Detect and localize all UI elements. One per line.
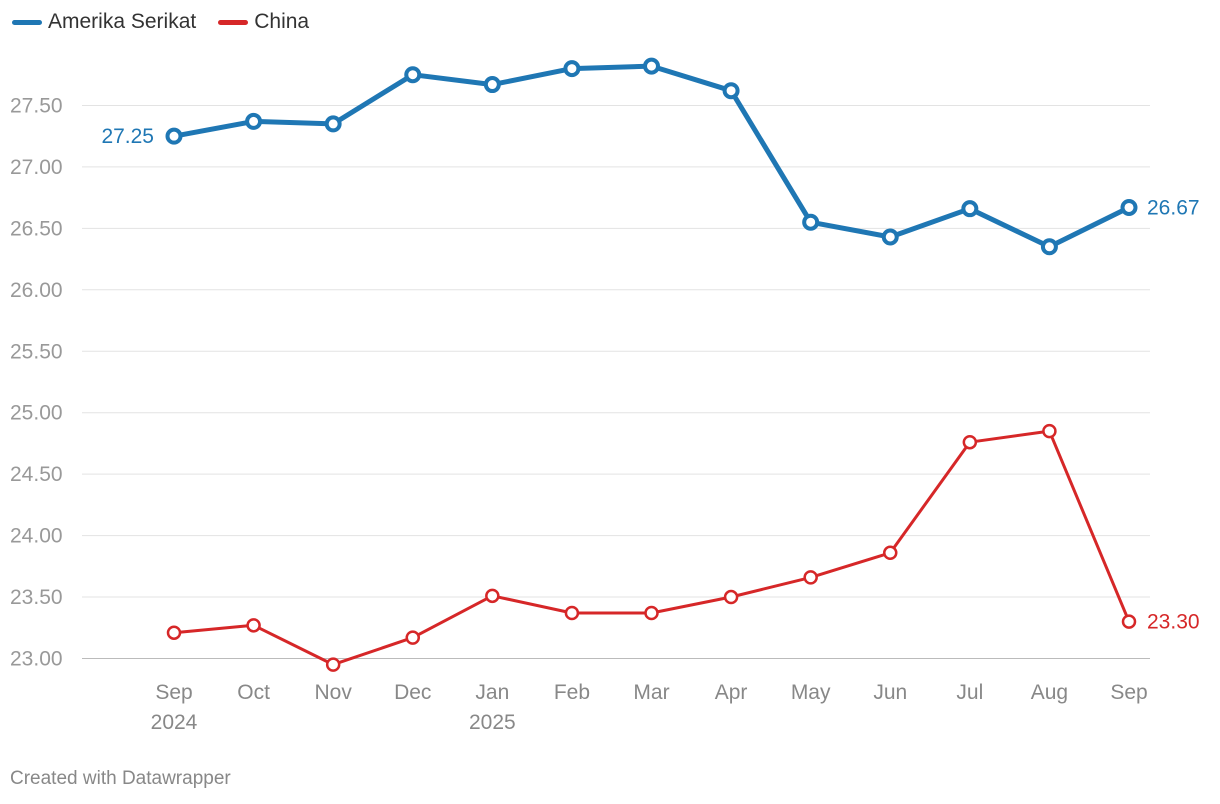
- series-line-amerika-serikat: [171, 63, 1132, 250]
- series-line-china: [172, 429, 1131, 667]
- x-tick-label: Jun: [873, 681, 907, 704]
- legend-item-amerika-serikat: Amerika Serikat: [12, 10, 196, 34]
- x-tick-label: Apr: [715, 681, 748, 704]
- x-tick-label: Sep: [155, 681, 192, 704]
- data-point-china: [723, 589, 739, 605]
- data-point-china: [246, 618, 261, 633]
- start-value-label-amerika-serikat: 27.25: [101, 125, 154, 148]
- data-point-china: [1042, 423, 1057, 439]
- y-tick-label: 25.00: [10, 402, 63, 425]
- x-tick-label: Nov: [314, 681, 352, 704]
- data-point-amerika-serikat: [961, 200, 979, 218]
- legend-label-china: China: [254, 10, 310, 33]
- data-point-china: [325, 657, 341, 672]
- data-point-china: [485, 588, 500, 604]
- y-tick-label: 23.00: [10, 648, 63, 671]
- line-chart: 23.00 23.50 24.00 24.50 25.00 25.50 26.00 26.50…: [10, 57, 1200, 734]
- data-point-amerika-serikat: [1040, 238, 1058, 256]
- end-value-label-amerika-serikat: 26.67: [1147, 196, 1200, 219]
- data-point-amerika-serikat: [483, 76, 501, 94]
- y-tick-label: 25.50: [10, 340, 63, 363]
- data-point-china: [644, 605, 659, 621]
- data-point-china: [166, 625, 182, 640]
- legend-label-amerika-serikat: Amerika Serikat: [48, 10, 197, 33]
- legend-swatch-china: [218, 19, 249, 25]
- data-point-china: [1121, 614, 1137, 629]
- x-tick-label: Sep: [1110, 681, 1147, 704]
- x-tick-label: Jan: [475, 681, 509, 704]
- data-point-amerika-serikat: [643, 57, 660, 75]
- data-point-china: [883, 545, 898, 561]
- data-point-amerika-serikat: [1120, 198, 1138, 216]
- x-tick-label: Oct: [237, 681, 270, 704]
- legend-item-china: China: [218, 10, 309, 34]
- x-year-label: 2025: [469, 711, 516, 734]
- end-value-label-china: 23.30: [1147, 611, 1200, 634]
- data-point-amerika-serikat: [324, 115, 342, 133]
- y-tick-label: 27.00: [10, 156, 63, 179]
- data-point-amerika-serikat: [404, 66, 422, 84]
- y-tick-label: 26.50: [10, 217, 63, 240]
- data-point-amerika-serikat: [563, 60, 581, 78]
- data-point-amerika-serikat: [802, 213, 820, 231]
- x-tick-label: Jul: [956, 681, 983, 704]
- data-point-china: [962, 434, 978, 450]
- data-point-china: [564, 605, 580, 621]
- data-point-china: [803, 570, 818, 585]
- data-point-amerika-serikat: [881, 228, 899, 246]
- data-point-china: [405, 630, 420, 645]
- legend-swatch-amerika-serikat: [12, 19, 42, 25]
- data-point-amerika-serikat: [245, 112, 263, 130]
- x-tick-label: Feb: [554, 681, 590, 704]
- x-tick-label: Mar: [633, 681, 669, 704]
- y-tick-label: 23.50: [10, 586, 63, 609]
- footer-credit: Created with Datawrapper: [10, 768, 231, 789]
- y-tick-label: 27.50: [10, 94, 63, 117]
- y-tick-label: 24.00: [10, 525, 63, 548]
- x-year-label: 2024: [151, 711, 198, 734]
- y-tick-label: 26.00: [10, 279, 63, 302]
- data-point-amerika-serikat: [722, 82, 740, 100]
- data-point-amerika-serikat: [165, 127, 183, 145]
- x-tick-label: Dec: [394, 681, 431, 704]
- x-tick-label: Aug: [1031, 681, 1068, 704]
- x-tick-label: May: [791, 681, 831, 704]
- y-tick-label: 24.50: [10, 463, 63, 486]
- legend: Amerika Serikat China: [12, 10, 309, 34]
